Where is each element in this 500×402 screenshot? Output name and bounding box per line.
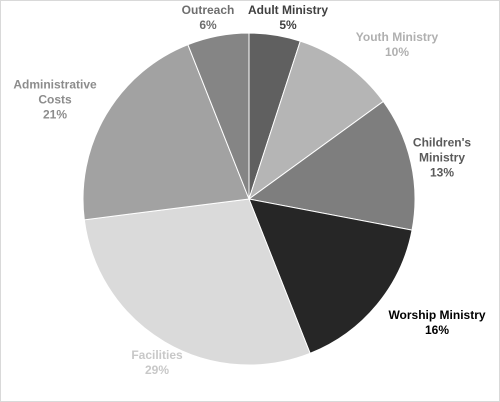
data-label-children-s-ministry: Children's Ministry 13% [413, 136, 471, 181]
data-label-name: Administrative [13, 77, 97, 92]
data-label-name: Adult Ministry [248, 3, 328, 17]
pie-slice-outreach [187, 32, 250, 200]
data-label-value: 6% [199, 18, 217, 32]
data-label-name: Costs [38, 92, 72, 107]
data-label-value: 29% [144, 363, 170, 377]
data-label-worship-ministry: Worship Ministry 16% [388, 308, 485, 338]
data-label-value: 13% [429, 165, 455, 180]
pie-slice-facilities [83, 198, 311, 366]
pie-slice-administrative-costs [82, 44, 250, 221]
data-label-name: Ministry [418, 150, 466, 165]
data-label-value: 5% [279, 18, 297, 32]
data-label-value: 10% [384, 45, 410, 59]
data-label-name: Worship Ministry [388, 308, 486, 322]
data-label-name: Children's [412, 135, 472, 150]
data-label-youth-ministry: Youth Ministry 10% [356, 30, 438, 60]
data-label-name: Facilities [131, 348, 183, 362]
data-label-facilities: Facilities 29% [131, 348, 182, 378]
data-label-outreach: Outreach 6% [182, 3, 235, 33]
data-label-name: Youth Ministry [355, 30, 439, 44]
data-label-administrative-costs: Administrative Costs 21% [13, 78, 96, 123]
data-label-adult-ministry: Adult Ministry 5% [248, 3, 328, 33]
data-label-name: Outreach [181, 3, 235, 17]
data-label-value: 21% [42, 107, 68, 122]
data-label-value: 16% [424, 323, 450, 337]
pie-slice-worship-ministry [248, 198, 413, 354]
pie-slice-youth-ministry [248, 40, 384, 201]
pie-slice-children-s-ministry [247, 100, 416, 231]
